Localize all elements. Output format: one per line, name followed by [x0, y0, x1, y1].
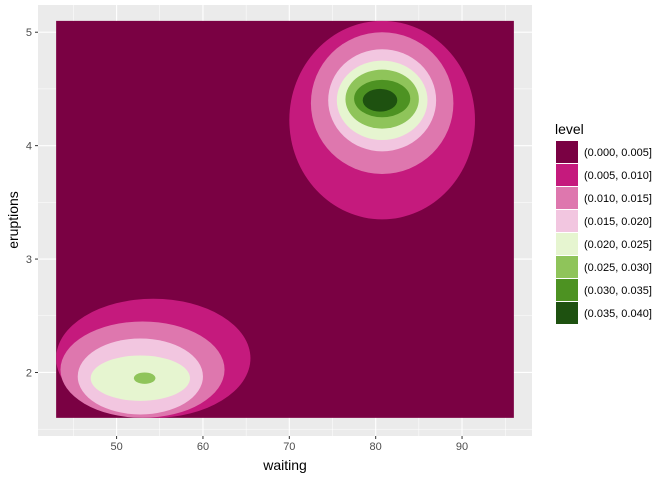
legend-title: level — [555, 121, 584, 137]
legend-label: (0.020, 0.025] — [584, 239, 652, 251]
y-tick-label: 4 — [26, 141, 32, 153]
legend-label: (0.005, 0.010] — [584, 170, 652, 182]
axes: 50 60 70 80 90 2 3 4 5 — [26, 27, 468, 453]
y-tick-label: 5 — [26, 27, 32, 39]
y-tick-label: 3 — [26, 254, 32, 266]
legend: level (0.000, 0.005] (0.005, 0.010] (0.010… — [555, 121, 652, 324]
x-tick-label: 90 — [456, 441, 468, 453]
legend-key — [556, 233, 578, 255]
legend-label: (0.015, 0.020] — [584, 216, 652, 228]
legend-key — [556, 279, 578, 301]
legend-label: (0.000, 0.005] — [584, 147, 652, 159]
x-tick-label: 60 — [197, 441, 209, 453]
x-tick-label: 80 — [370, 441, 382, 453]
legend-key — [556, 141, 578, 163]
x-tick-label: 50 — [110, 441, 122, 453]
legend-label: (0.030, 0.035] — [584, 285, 652, 297]
x-axis-title: waiting — [262, 457, 307, 473]
legend-label: (0.025, 0.030] — [584, 262, 652, 274]
legend-key — [556, 256, 578, 278]
y-axis-title: eruptions — [5, 191, 21, 249]
contour-band-cluster2-level-5 — [133, 372, 156, 384]
legend-label: (0.035, 0.040] — [584, 308, 652, 320]
legend-key — [556, 302, 578, 324]
legend-key — [556, 187, 578, 209]
y-tick-label: 2 — [26, 367, 32, 379]
density-contours — [56, 20, 514, 418]
legend-key — [556, 210, 578, 232]
legend-key — [556, 164, 578, 186]
legend-label: (0.010, 0.015] — [584, 193, 652, 205]
x-tick-label: 70 — [283, 441, 295, 453]
contour-band-cluster1-level-7 — [362, 88, 398, 112]
